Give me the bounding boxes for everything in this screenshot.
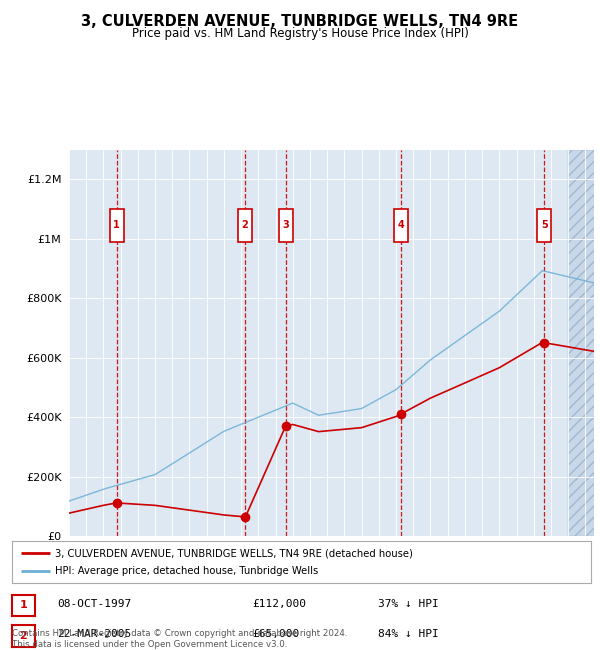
Text: HPI: Average price, detached house, Tunbridge Wells: HPI: Average price, detached house, Tunb… bbox=[55, 566, 319, 577]
Text: £112,000: £112,000 bbox=[252, 599, 306, 608]
FancyBboxPatch shape bbox=[110, 209, 124, 242]
Text: 2: 2 bbox=[20, 631, 27, 641]
Bar bbox=[568, 150, 600, 536]
Text: Price paid vs. HM Land Registry's House Price Index (HPI): Price paid vs. HM Land Registry's House … bbox=[131, 27, 469, 40]
Text: Contains HM Land Registry data © Crown copyright and database right 2024.
This d: Contains HM Land Registry data © Crown c… bbox=[12, 629, 347, 649]
Text: 3, CULVERDEN AVENUE, TUNBRIDGE WELLS, TN4 9RE: 3, CULVERDEN AVENUE, TUNBRIDGE WELLS, TN… bbox=[82, 14, 518, 29]
Text: 84% ↓ HPI: 84% ↓ HPI bbox=[378, 629, 439, 639]
Text: 08-OCT-1997: 08-OCT-1997 bbox=[57, 599, 131, 608]
Text: 2: 2 bbox=[242, 220, 248, 230]
Text: 4: 4 bbox=[397, 220, 404, 230]
Text: £65,000: £65,000 bbox=[252, 629, 299, 639]
Text: 1: 1 bbox=[113, 220, 120, 230]
FancyBboxPatch shape bbox=[238, 209, 252, 242]
Text: 3, CULVERDEN AVENUE, TUNBRIDGE WELLS, TN4 9RE (detached house): 3, CULVERDEN AVENUE, TUNBRIDGE WELLS, TN… bbox=[55, 548, 413, 558]
Text: 5: 5 bbox=[541, 220, 548, 230]
Text: 37% ↓ HPI: 37% ↓ HPI bbox=[378, 599, 439, 608]
FancyBboxPatch shape bbox=[394, 209, 408, 242]
Text: 1: 1 bbox=[20, 601, 27, 610]
FancyBboxPatch shape bbox=[279, 209, 293, 242]
Text: 22-MAR-2005: 22-MAR-2005 bbox=[57, 629, 131, 639]
FancyBboxPatch shape bbox=[538, 209, 551, 242]
Text: 3: 3 bbox=[283, 220, 289, 230]
